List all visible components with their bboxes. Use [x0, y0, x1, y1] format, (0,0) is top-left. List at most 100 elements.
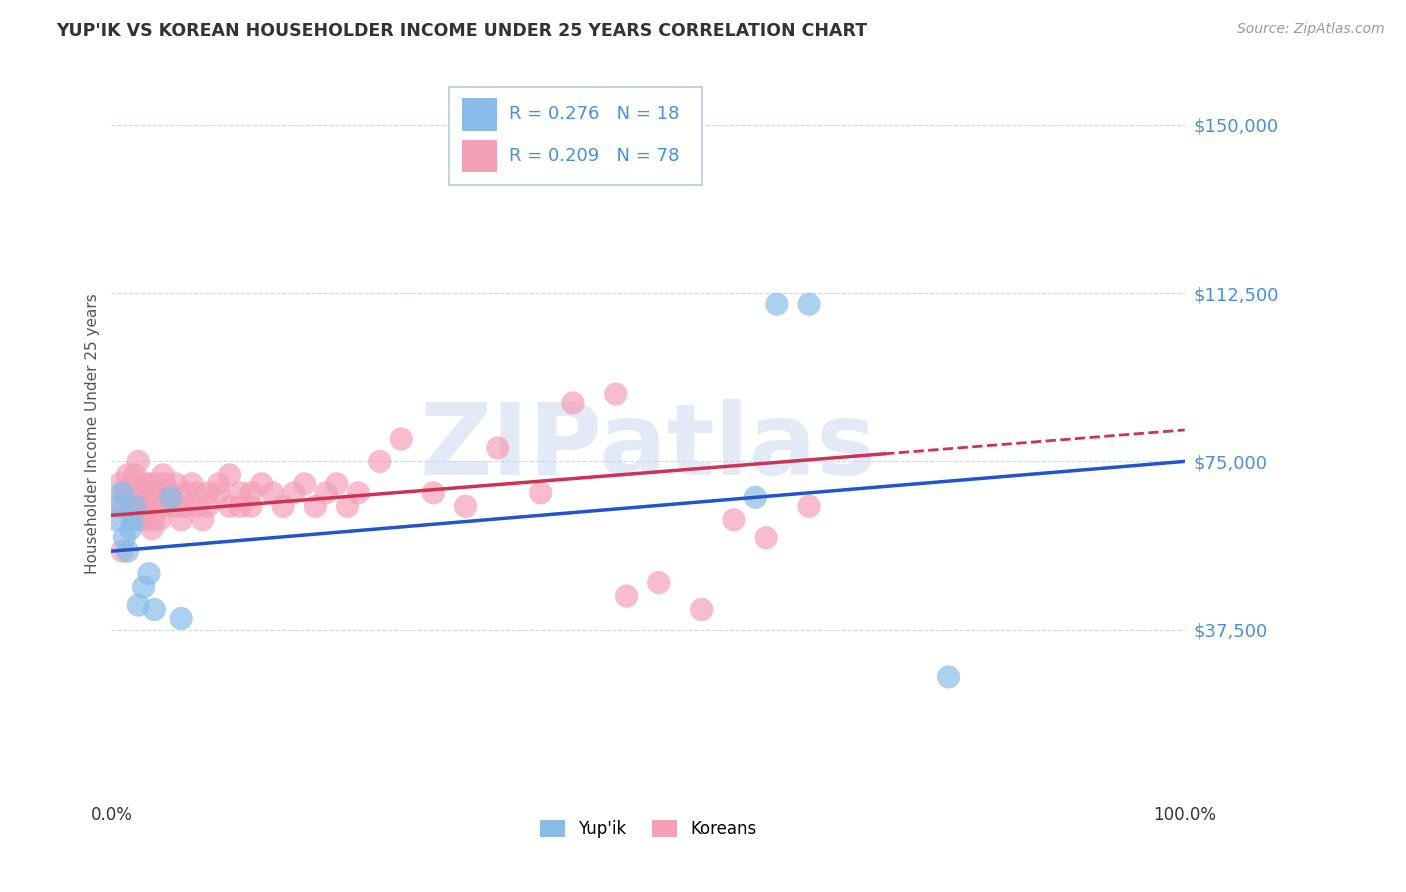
- Point: [105, 500, 128, 514]
- FancyBboxPatch shape: [450, 87, 702, 186]
- Point: [486, 441, 509, 455]
- Point: [186, 500, 208, 514]
- Point: [127, 454, 149, 468]
- Text: Source: ZipAtlas.com: Source: ZipAtlas.com: [1237, 22, 1385, 37]
- Point: [454, 500, 477, 514]
- Point: [132, 476, 155, 491]
- Point: [132, 580, 155, 594]
- Point: [122, 500, 145, 514]
- Point: [938, 670, 960, 684]
- Point: [294, 476, 316, 491]
- Point: [105, 513, 128, 527]
- Point: [132, 513, 155, 527]
- Point: [112, 531, 135, 545]
- Point: [122, 513, 145, 527]
- Point: [138, 485, 160, 500]
- Point: [120, 500, 142, 514]
- Point: [208, 485, 231, 500]
- Point: [648, 575, 671, 590]
- Point: [530, 485, 553, 500]
- Text: ZIPatlas: ZIPatlas: [419, 400, 876, 497]
- Point: [124, 500, 146, 514]
- Point: [197, 485, 219, 500]
- Point: [117, 544, 139, 558]
- Point: [135, 485, 157, 500]
- Point: [218, 467, 240, 482]
- Point: [132, 500, 155, 514]
- Point: [744, 491, 766, 505]
- Point: [111, 544, 134, 558]
- Point: [143, 513, 166, 527]
- Point: [127, 513, 149, 527]
- Point: [152, 467, 174, 482]
- Bar: [463, 140, 496, 172]
- Point: [120, 485, 142, 500]
- Point: [239, 485, 262, 500]
- Point: [149, 485, 172, 500]
- Point: [143, 602, 166, 616]
- Point: [108, 500, 131, 514]
- Point: [165, 476, 187, 491]
- Point: [143, 476, 166, 491]
- Point: [153, 476, 176, 491]
- Point: [797, 297, 820, 311]
- Point: [422, 485, 444, 500]
- Point: [218, 500, 240, 514]
- Point: [117, 467, 139, 482]
- Point: [108, 476, 131, 491]
- Point: [368, 454, 391, 468]
- Point: [605, 387, 627, 401]
- Point: [229, 500, 252, 514]
- Point: [124, 485, 146, 500]
- Point: [347, 485, 370, 500]
- Point: [145, 500, 167, 514]
- Point: [561, 396, 583, 410]
- Point: [138, 500, 160, 514]
- Point: [239, 500, 262, 514]
- Point: [191, 513, 214, 527]
- Point: [131, 500, 153, 514]
- Point: [170, 500, 193, 514]
- Point: [153, 500, 176, 514]
- Point: [336, 500, 359, 514]
- Point: [315, 485, 337, 500]
- Point: [138, 476, 160, 491]
- Point: [389, 432, 412, 446]
- Point: [271, 500, 294, 514]
- Point: [112, 485, 135, 500]
- Point: [797, 500, 820, 514]
- Point: [122, 476, 145, 491]
- Point: [111, 485, 134, 500]
- Point: [120, 522, 142, 536]
- Legend: Yup'ik, Koreans: Yup'ik, Koreans: [533, 813, 763, 845]
- Point: [616, 589, 638, 603]
- Point: [170, 611, 193, 625]
- Point: [326, 476, 349, 491]
- Point: [208, 476, 231, 491]
- Y-axis label: Householder Income Under 25 years: Householder Income Under 25 years: [86, 293, 100, 574]
- Point: [304, 500, 326, 514]
- Point: [755, 531, 778, 545]
- Point: [141, 522, 163, 536]
- Point: [250, 476, 273, 491]
- Point: [124, 467, 146, 482]
- Point: [159, 491, 181, 505]
- Point: [180, 476, 202, 491]
- Point: [723, 513, 745, 527]
- Text: YUP'IK VS KOREAN HOUSEHOLDER INCOME UNDER 25 YEARS CORRELATION CHART: YUP'IK VS KOREAN HOUSEHOLDER INCOME UNDE…: [56, 22, 868, 40]
- Point: [197, 500, 219, 514]
- Point: [262, 485, 284, 500]
- Point: [170, 513, 193, 527]
- Point: [165, 500, 187, 514]
- Point: [127, 598, 149, 612]
- Point: [283, 485, 305, 500]
- Text: R = 0.209   N = 78: R = 0.209 N = 78: [509, 147, 679, 165]
- Point: [127, 485, 149, 500]
- Point: [138, 566, 160, 581]
- Point: [229, 485, 252, 500]
- Point: [176, 485, 198, 500]
- Point: [690, 602, 713, 616]
- Point: [149, 513, 172, 527]
- Point: [176, 500, 198, 514]
- Point: [117, 491, 139, 505]
